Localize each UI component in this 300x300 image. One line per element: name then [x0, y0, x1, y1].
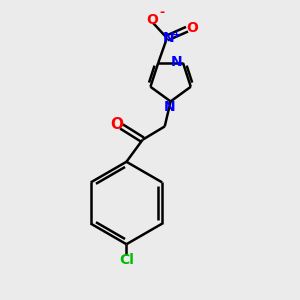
Text: Cl: Cl	[119, 254, 134, 267]
Text: +: +	[172, 29, 181, 40]
Text: N: N	[163, 31, 174, 45]
Text: O: O	[146, 13, 158, 27]
Text: -: -	[159, 6, 164, 19]
Text: O: O	[186, 21, 198, 35]
Text: N: N	[164, 100, 176, 114]
Text: N: N	[171, 55, 182, 69]
Text: O: O	[110, 117, 124, 132]
